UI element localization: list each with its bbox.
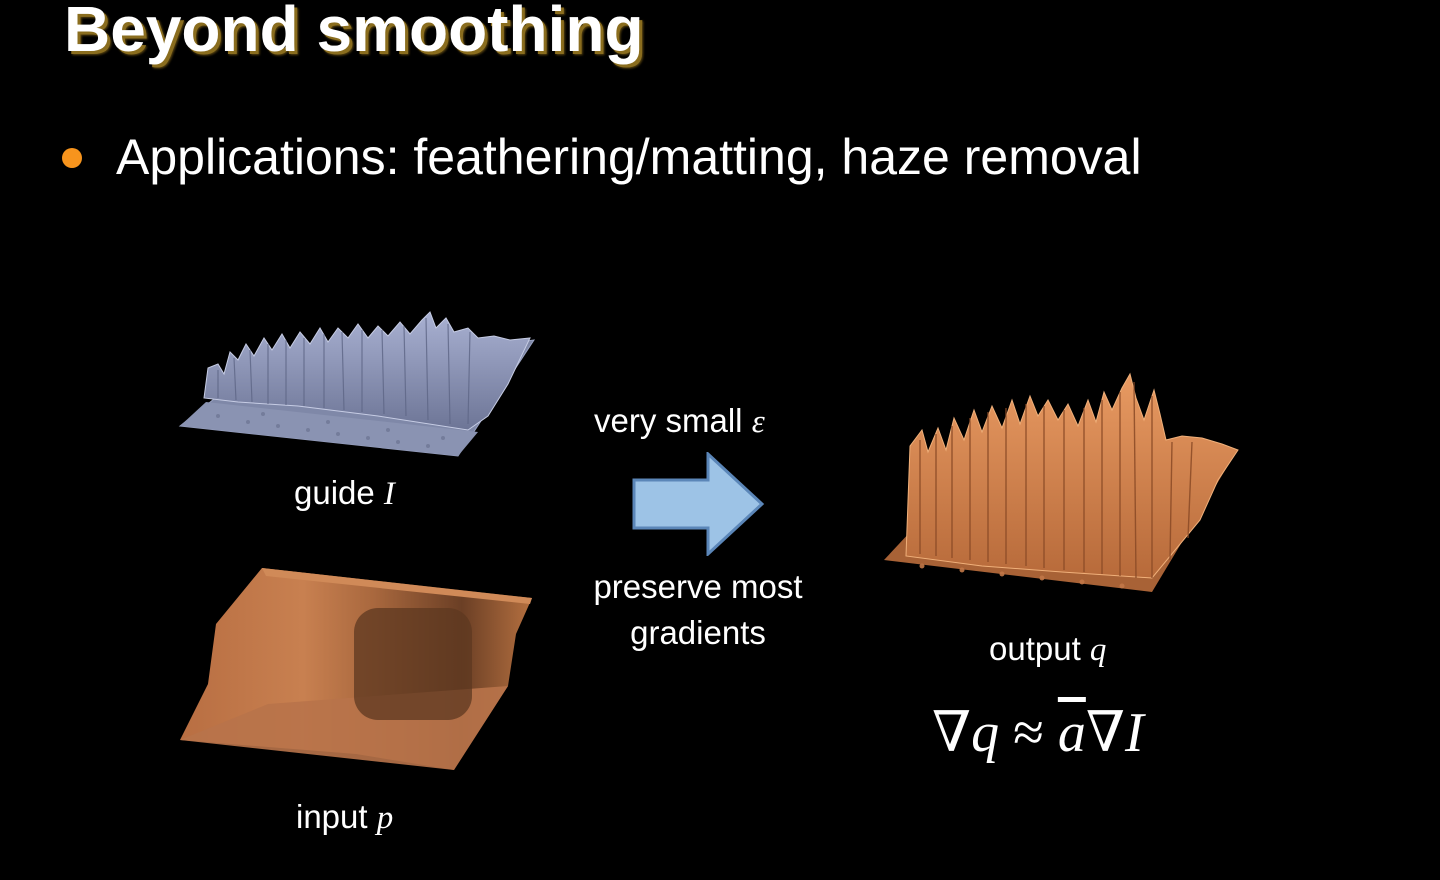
nabla-symbol: ∇ [932, 702, 972, 764]
input-caption-text: input [296, 798, 368, 835]
right-arrow-icon [632, 452, 765, 556]
output-caption-text: output [989, 630, 1081, 667]
slide-title: Beyond smoothing [64, 0, 644, 65]
guide-variable: I [383, 476, 395, 512]
arrow-top-label: very small ε [594, 402, 765, 441]
output-caption: output q [989, 630, 1106, 669]
approx-symbol: ≈ [1013, 702, 1044, 764]
equation-q: q [971, 702, 1000, 764]
bullet-text: Applications: feathering/matting, haze r… [116, 129, 1142, 185]
epsilon-symbol: ε [751, 404, 765, 440]
arrow-top-text: very small [594, 402, 743, 439]
nabla-symbol-2: ∇ [1085, 702, 1125, 764]
guide-caption: guide I [294, 474, 395, 513]
guide-surface-plot [178, 311, 536, 457]
equation-a-bar: a [1057, 702, 1086, 764]
arrow-bottom-line1: preserve most [593, 568, 803, 605]
output-variable: q [1089, 632, 1107, 668]
guide-caption-text: guide [294, 474, 375, 511]
bullet-dot-icon [62, 148, 82, 168]
output-surface-plot [884, 372, 1239, 592]
equation-I: I [1124, 702, 1144, 764]
arrow-bottom-line2: gradients [630, 614, 766, 651]
gradient-equation: ∇q ≈ a∇I [932, 700, 1144, 765]
input-variable: p [376, 800, 394, 836]
arrow-bottom-label: preserve most gradients [571, 564, 825, 656]
input-surface-plot [180, 568, 532, 770]
input-caption: input p [296, 798, 393, 837]
